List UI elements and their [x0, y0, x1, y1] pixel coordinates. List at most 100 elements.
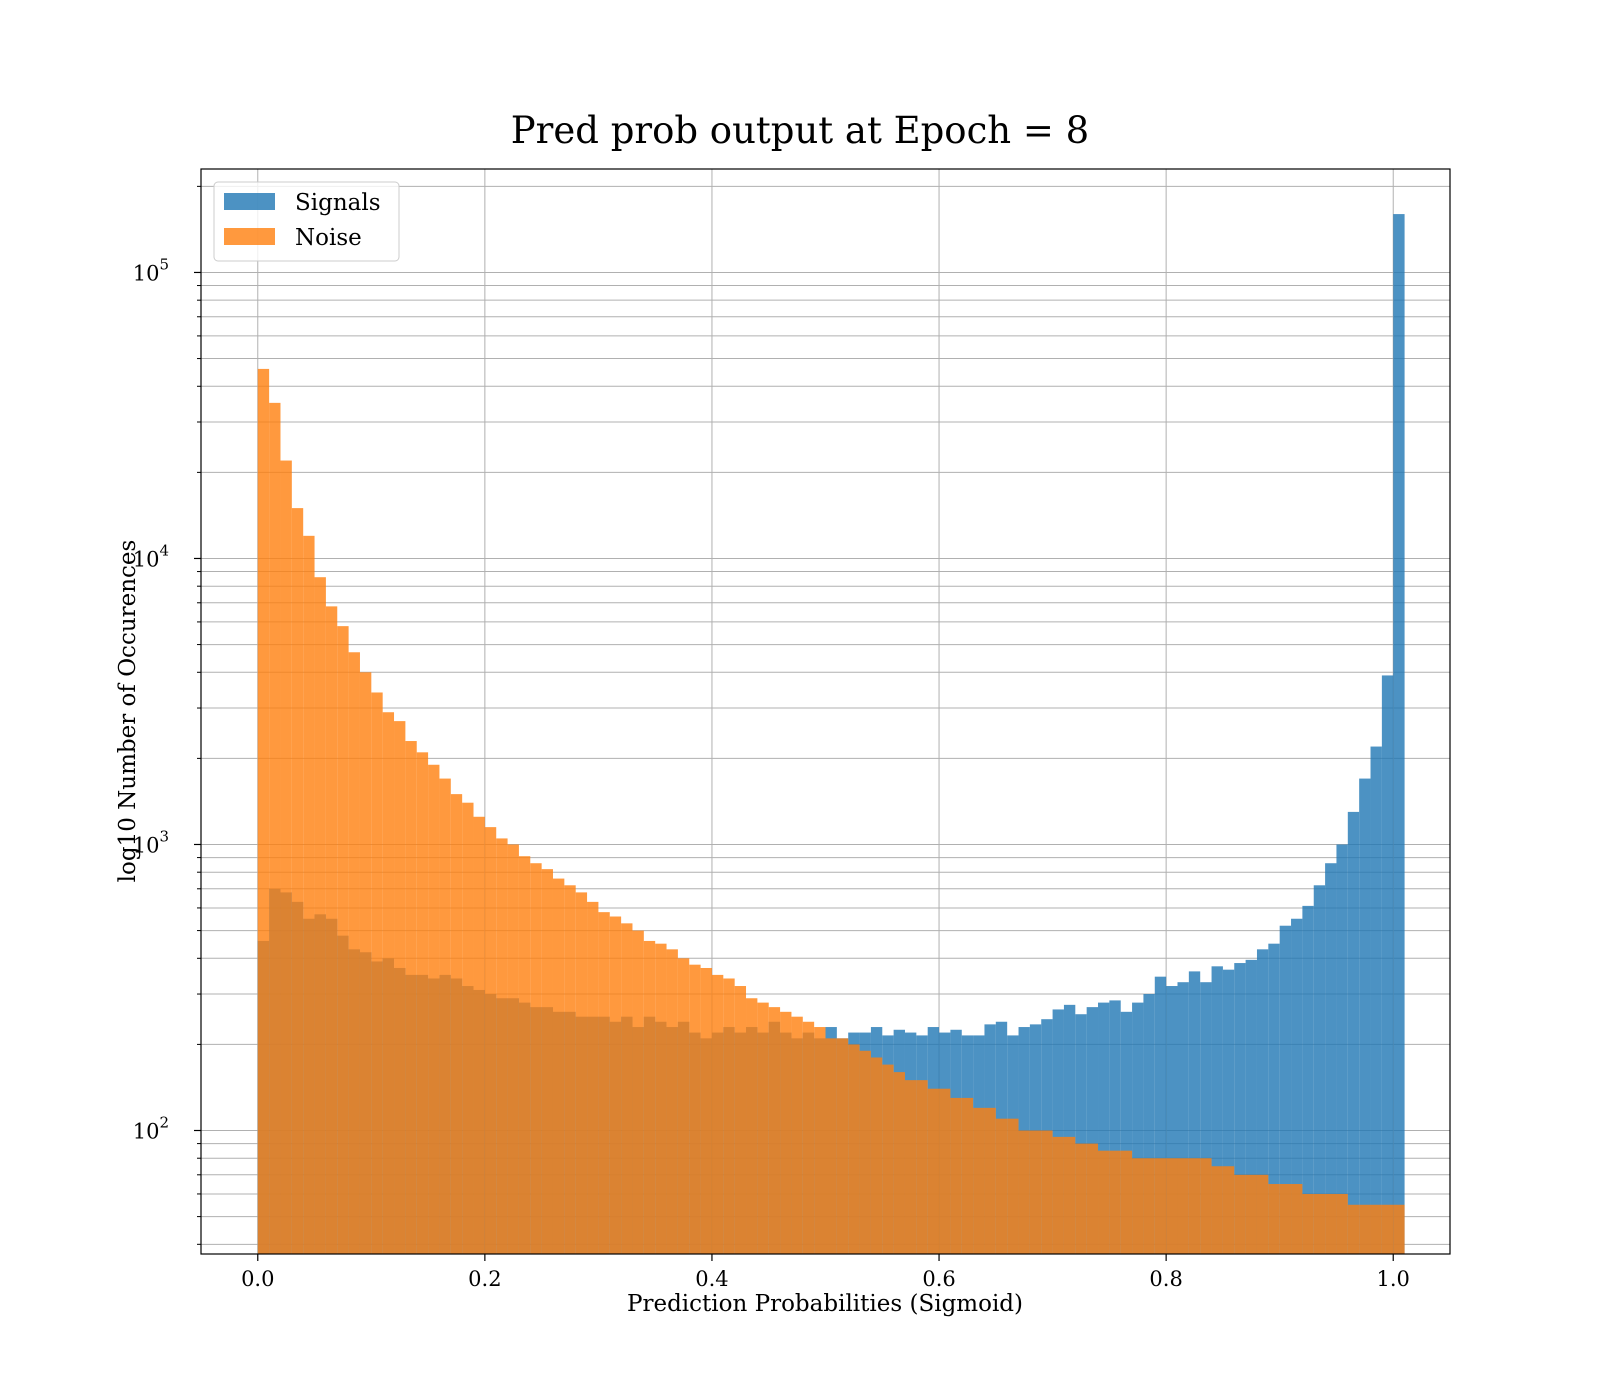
legend: Signals Noise — [213, 181, 400, 262]
histogram-bar — [791, 1016, 803, 1254]
histogram-bar — [1098, 1002, 1110, 1254]
histogram-bar — [1177, 982, 1189, 1254]
histogram-bar — [587, 901, 599, 1254]
x-tick-label: 1.0 — [1377, 1267, 1410, 1291]
histogram-bar — [484, 827, 497, 1254]
histogram-bar — [575, 892, 588, 1254]
histogram-bar — [984, 1107, 996, 1254]
histogram-bar — [325, 606, 338, 1254]
histogram-bar — [643, 940, 656, 1254]
histogram-bar — [1143, 994, 1155, 1254]
x-tick-label: 0.2 — [468, 1267, 501, 1291]
histogram-bar — [428, 764, 440, 1254]
histogram-bar — [1245, 1174, 1257, 1254]
x-tick-label: 0.8 — [1149, 1267, 1182, 1291]
histogram-bar — [882, 1064, 894, 1254]
histogram-bar — [904, 1080, 917, 1254]
histogram-bar — [1109, 1150, 1121, 1254]
histogram-bar — [802, 1021, 815, 1254]
histogram-bar — [836, 1038, 849, 1254]
plot-frame — [200, 168, 1451, 1255]
histogram-bar — [1245, 959, 1257, 1254]
histogram-bar — [450, 794, 463, 1254]
histogram-bar — [1075, 1014, 1087, 1254]
histogram-bar — [257, 368, 270, 1254]
histogram-bar — [1347, 1204, 1360, 1254]
histogram-bar — [564, 885, 576, 1254]
histogram-bar — [1347, 811, 1360, 1254]
histogram-bar — [462, 802, 474, 1254]
histogram-bar — [1291, 1184, 1303, 1254]
histogram-bar — [518, 856, 531, 1254]
histogram-bar — [269, 402, 281, 1254]
histogram-bar — [1166, 986, 1178, 1254]
histogram-bar — [1313, 1193, 1326, 1254]
histogram-bar — [1007, 1118, 1019, 1254]
y-tick-exponent: 5 — [159, 255, 169, 273]
histogram-bar — [1256, 949, 1269, 1254]
x-axis-ticks: 0.0 0.2 0.4 0.6 0.8 1.0 — [241, 1254, 1410, 1291]
chart-title: Pred prob output at Epoch = 8 — [511, 109, 1089, 152]
legend-label-noise: Noise — [295, 225, 362, 251]
histogram-bar — [439, 778, 451, 1254]
histogram-bar — [359, 672, 372, 1254]
histogram-bar — [1086, 1143, 1099, 1254]
histogram-bar — [280, 460, 292, 1254]
histogram-bar — [1120, 1011, 1133, 1254]
histogram-bar — [1325, 1193, 1337, 1254]
histogram-bar — [337, 626, 349, 1254]
histogram-bar — [1052, 1136, 1064, 1254]
histogram-bar — [723, 978, 735, 1254]
histogram-bar — [632, 930, 644, 1254]
histogram-bar — [1256, 1174, 1269, 1254]
histogram-bar — [1211, 966, 1223, 1254]
histogram-bar — [927, 1088, 940, 1254]
x-axis-label: Prediction Probabilities (Sigmoid) — [627, 1291, 1023, 1317]
histogram-bar — [1381, 1204, 1394, 1254]
histogram-bar — [916, 1080, 928, 1254]
histogram-bar — [1268, 943, 1280, 1254]
histogram-bar — [598, 912, 610, 1254]
histogram-bar — [541, 869, 553, 1254]
histogram-bar — [1041, 1130, 1053, 1254]
histogram-bar — [950, 1097, 962, 1254]
histogram-bar — [666, 949, 678, 1254]
histogram-bar — [473, 816, 485, 1254]
x-tick-label: 0.4 — [695, 1267, 728, 1291]
histogram-bar — [1313, 885, 1326, 1254]
histogram-bar — [700, 967, 712, 1254]
histogram-bar — [825, 1038, 837, 1254]
y-tick-exponent: 2 — [159, 1113, 169, 1131]
histogram-bar — [859, 1050, 871, 1254]
histogram-bar — [814, 1027, 826, 1254]
histogram-bar — [768, 1007, 781, 1254]
histogram-bar — [746, 998, 758, 1254]
histogram-bar — [1393, 1204, 1405, 1254]
histogram-bar — [291, 508, 304, 1254]
histogram-bar — [1302, 905, 1314, 1254]
histogram-bar — [1291, 918, 1303, 1254]
histogram-bar — [1359, 1204, 1371, 1254]
legend-swatch-noise — [224, 228, 275, 245]
y-axis-label: log10 Number of Occurences — [115, 540, 141, 883]
histogram-bar — [1222, 1166, 1235, 1254]
histogram-bar — [689, 964, 701, 1254]
histogram-bar — [757, 1002, 769, 1254]
histogram-bar — [1268, 1184, 1280, 1254]
series-noise-bars — [257, 368, 1405, 1254]
histogram-bar — [1234, 1174, 1246, 1254]
histogram-bar — [1279, 925, 1292, 1254]
histogram-bar — [848, 1044, 860, 1254]
histogram-bar — [496, 838, 508, 1254]
histogram-bar — [1098, 1150, 1110, 1254]
histogram-bar — [621, 923, 633, 1254]
x-tick-label: 0.6 — [922, 1267, 955, 1291]
histogram-bar — [609, 916, 622, 1254]
histogram-bar — [507, 844, 519, 1254]
histogram-bar — [348, 652, 360, 1254]
histogram-bar — [530, 863, 542, 1254]
histogram-bar — [1052, 1009, 1064, 1254]
histogram-bar — [416, 752, 429, 1254]
histogram-bar — [1381, 675, 1394, 1254]
